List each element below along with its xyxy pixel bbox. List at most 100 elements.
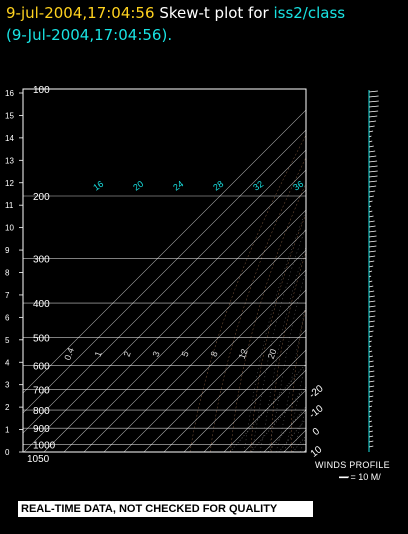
wind-barb	[368, 185, 377, 188]
isotherm-line	[223, 369, 306, 452]
mixing-ratio-label: 20	[266, 348, 279, 361]
isotherm-line	[23, 149, 306, 434]
wind-barb	[368, 115, 378, 118]
moist-adiabats	[243, 89, 408, 452]
mixing-ratio-lines	[229, 303, 408, 452]
wind-barb	[368, 275, 372, 278]
pressure-tick-label: 1050	[27, 454, 50, 465]
pressure-tick-label: 800	[33, 406, 50, 417]
pressure-tick-label: 400	[33, 299, 50, 310]
left-axis-tick-label: 8	[5, 269, 10, 278]
wind-barb	[368, 110, 379, 113]
title-skewt-label: Skew-t plot for	[159, 4, 269, 22]
wind-barb	[368, 340, 372, 343]
mixing-ratio-label: 8	[209, 350, 220, 358]
left-axis-tick-label: 1	[5, 426, 10, 435]
wind-barb	[368, 190, 376, 193]
wind-barb	[368, 375, 375, 378]
moist-adiabat-line	[348, 89, 408, 452]
left-axis-tick-label: 7	[5, 291, 10, 300]
moist-adiabat-label: 20	[131, 179, 145, 193]
wind-barb	[368, 170, 378, 173]
right-temp-tick-label: -10	[307, 403, 326, 421]
wind-barb	[368, 195, 374, 198]
wind-barb	[368, 160, 378, 163]
wind-barb	[368, 295, 375, 298]
moist-adiabat-label: 36	[291, 179, 305, 193]
plot-frame	[22, 88, 307, 453]
isotherm-line	[384, 89, 408, 452]
pressure-tick-label: 300	[33, 255, 50, 266]
dry-adiabat-line	[311, 89, 394, 452]
wind-barb	[368, 125, 375, 128]
wind-barb	[368, 385, 375, 388]
left-axis-tick-label: 5	[5, 336, 10, 345]
pressure-tick-label: 600	[33, 362, 50, 373]
temperature-profile-line	[352, 89, 408, 445]
isobars: 100 200 300 400 500 600 700 800 900 1000 1050	[23, 85, 306, 465]
winds-scale-label: — = 10 M/	[339, 472, 381, 482]
mixing-ratio-line	[229, 363, 306, 452]
moist-adiabat-line	[283, 355, 306, 452]
pressure-tick-label: 200	[33, 192, 50, 203]
moist-adiabat-label: 24	[171, 179, 185, 193]
wind-barb	[368, 395, 374, 398]
wind-barb	[368, 135, 372, 138]
wind-barb	[368, 245, 377, 248]
left-axis-tick-label: 3	[5, 381, 10, 390]
wind-barb	[368, 260, 375, 263]
wind-barb	[368, 345, 372, 348]
isotherm-line	[163, 309, 306, 452]
wind-barb	[368, 155, 377, 158]
wind-barb	[368, 350, 373, 353]
left-axis-tick-label: 10	[5, 224, 14, 233]
left-axis-tick-label: 6	[5, 313, 10, 322]
dry-adiabat-line	[348, 89, 408, 452]
grid-labels: 161514131211109876543210-90-80-70-60-50-…	[5, 89, 326, 460]
isotherm-line	[63, 209, 306, 452]
wind-barb	[368, 225, 376, 228]
wind-barb	[368, 405, 373, 408]
wind-barb	[368, 440, 374, 443]
isotherm-line	[344, 89, 408, 452]
right-temp-tick-label: 10	[309, 444, 325, 460]
wind-barb	[368, 175, 378, 178]
moist-adiabat-line	[332, 89, 408, 452]
dry-adiabat-line	[398, 89, 408, 452]
wind-barb	[368, 255, 376, 258]
wind-profile	[339, 90, 379, 478]
title-station: iss2/class	[273, 4, 346, 22]
wind-barb	[368, 105, 379, 108]
wind-barb	[368, 280, 373, 283]
wind-barb	[368, 310, 376, 313]
wind-barb	[368, 165, 378, 168]
pressure-tick-label: 700	[33, 385, 50, 396]
wind-barb	[368, 90, 378, 93]
isotherm-line	[23, 109, 306, 394]
wind-barb	[368, 420, 373, 423]
wind-barb	[368, 355, 373, 358]
wind-barb	[368, 305, 376, 308]
mixing-ratio-line	[335, 303, 408, 452]
left-axis-tick-label: 12	[5, 179, 14, 188]
wind-barb	[368, 445, 374, 448]
isotherm-line	[303, 449, 306, 452]
dry-adiabat-line	[365, 89, 408, 452]
pressure-tick-label: 100	[33, 85, 50, 96]
moist-adiabat-line	[267, 270, 306, 452]
isotherm-line	[364, 89, 408, 452]
mixing-ratio-label: 0.4	[62, 346, 76, 361]
mixing-ratio-line	[267, 406, 306, 452]
wind-barb	[368, 145, 374, 148]
isotherm-line	[143, 289, 306, 452]
moist-adiabat-line	[324, 89, 408, 452]
left-axis-tick-label: 15	[5, 111, 14, 120]
isotherm-line	[103, 249, 306, 452]
dry-adiabat-line	[329, 89, 404, 452]
wind-barb	[368, 230, 377, 233]
left-axis-tick-label: 0	[5, 448, 10, 457]
wind-barb	[368, 300, 376, 303]
moist-adiabat-line	[251, 226, 306, 452]
wind-barb	[368, 215, 374, 218]
wind-barb	[368, 290, 375, 293]
